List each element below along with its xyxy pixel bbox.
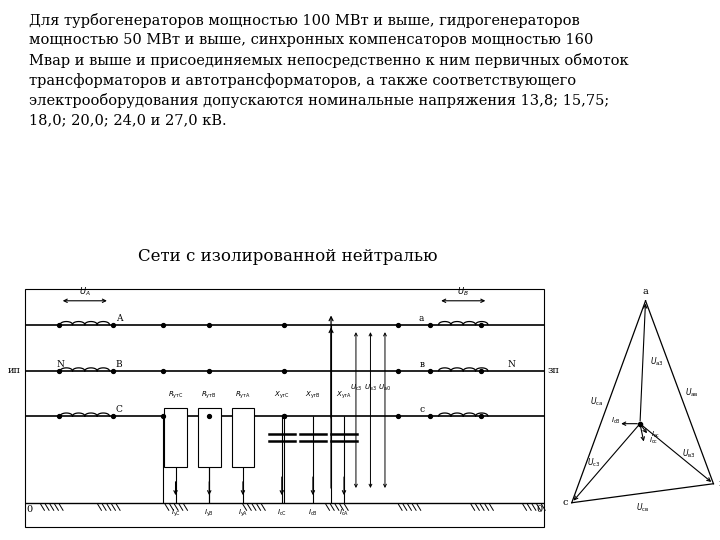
Text: $I_{\rm уС}$: $I_{\rm уС}$ <box>171 508 181 519</box>
Text: Для турбогенераторов мощностью 100 МВт и выше, гидрогенераторов
мощностью 50 МВт: Для турбогенераторов мощностью 100 МВт и… <box>29 14 629 127</box>
Text: $U_B$: $U_B$ <box>457 285 469 298</box>
Text: B: B <box>116 360 122 369</box>
Text: в: в <box>719 479 720 488</box>
Text: с: с <box>562 498 568 507</box>
Text: $R_{\rm утВ}$: $R_{\rm утВ}$ <box>202 389 217 401</box>
Text: $U_{\rm ав}$: $U_{\rm ав}$ <box>685 386 699 399</box>
Text: $R_{\rm утА}$: $R_{\rm утА}$ <box>235 389 251 401</box>
Text: $I_{\rm сС}$: $I_{\rm сС}$ <box>277 508 287 518</box>
Text: $I_{\rm сВ}$: $I_{\rm сВ}$ <box>611 415 621 426</box>
Text: $X_{\rm утВ}$: $X_{\rm утВ}$ <box>305 389 321 401</box>
Text: a: a <box>419 314 424 323</box>
Bar <box>232 408 254 467</box>
Text: ип: ип <box>8 366 21 375</box>
Text: с: с <box>419 406 424 414</box>
Text: $U_{\rm с3}$: $U_{\rm с3}$ <box>587 457 600 469</box>
Text: A: A <box>116 314 122 323</box>
Bar <box>198 408 220 467</box>
Bar <box>25 289 544 526</box>
Text: N: N <box>508 360 516 369</box>
Text: $R_{\rm утС}$: $R_{\rm утС}$ <box>168 389 184 401</box>
Text: $U_A$: $U_A$ <box>79 285 91 298</box>
Text: $X_{\rm утС}$: $X_{\rm утС}$ <box>274 389 289 401</box>
Text: $X_{\rm утА}$: $X_{\rm утА}$ <box>336 389 352 401</box>
Text: $U_{\rm а0}$: $U_{\rm а0}$ <box>379 383 392 394</box>
Text: $I_{\rm уВ}$: $I_{\rm уВ}$ <box>204 508 215 519</box>
Text: $U_{\rm в3}$: $U_{\rm в3}$ <box>364 383 377 394</box>
Text: $U_{\rm с3}$: $U_{\rm с3}$ <box>350 383 362 394</box>
Text: $U_{\rm са}$: $U_{\rm са}$ <box>590 395 603 408</box>
Text: Сети с изолированной нейтралью: Сети с изолированной нейтралью <box>138 248 438 265</box>
Text: $U_{\rm св}$: $U_{\rm св}$ <box>636 502 649 515</box>
Text: $I_{\rm сА}$: $I_{\rm сА}$ <box>339 508 349 518</box>
Text: $I_{\rm вс}$: $I_{\rm вс}$ <box>651 430 660 440</box>
Text: 0: 0 <box>536 505 542 515</box>
Text: $U_{\rm а3}$: $U_{\rm а3}$ <box>650 356 664 368</box>
Text: в: в <box>419 360 424 369</box>
Text: N: N <box>56 360 64 369</box>
Text: $I_{\rm сс}$: $I_{\rm сс}$ <box>649 435 658 445</box>
Text: $I_{\rm уА}$: $I_{\rm уА}$ <box>238 508 248 519</box>
Text: C: C <box>116 406 123 414</box>
Text: зп: зп <box>548 366 559 375</box>
Text: $I_{\rm сВ}$: $I_{\rm сВ}$ <box>308 508 318 518</box>
Text: 0: 0 <box>27 505 33 515</box>
Bar <box>164 408 187 467</box>
Text: $U_{\rm в3}$: $U_{\rm в3}$ <box>683 448 696 460</box>
Text: a: a <box>643 287 649 296</box>
